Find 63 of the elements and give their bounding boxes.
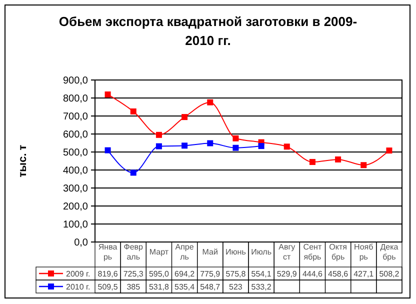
y-tick-label: 200,0 <box>62 202 88 212</box>
y-tick-label: 0,0 <box>74 238 88 248</box>
point <box>156 132 162 138</box>
point <box>309 158 316 165</box>
point <box>130 170 136 176</box>
x-tick-label: Декабрь <box>380 242 399 262</box>
x-tick-label: Май <box>202 248 218 256</box>
point <box>386 148 392 154</box>
x-tick-label: Апрель <box>175 242 194 262</box>
data-label: 533,2 <box>251 282 272 292</box>
point <box>156 143 162 150</box>
point <box>360 162 367 168</box>
y-tick-label: 100,0 <box>62 220 88 230</box>
x-tick-label: Октябрь <box>329 242 347 262</box>
point <box>335 156 342 162</box>
point <box>182 114 188 120</box>
x-tick-label: Июнь <box>226 248 246 256</box>
data-label: 548,7 <box>200 282 221 292</box>
x-tick-label: Август <box>278 242 296 262</box>
data-label: 694,2 <box>174 269 196 278</box>
data-label: 529,9 <box>276 269 298 278</box>
data-label: 575,8 <box>226 269 246 278</box>
y-tick-label: 300,0 <box>62 184 88 194</box>
y-tick-label: 400,0 <box>62 166 88 176</box>
point <box>104 147 111 154</box>
data-label: 535,4 <box>174 282 196 292</box>
point <box>207 99 214 106</box>
data-label: 458,6 <box>328 269 349 278</box>
data-label: 444,6 <box>302 269 324 278</box>
legend-label: 2010 г. <box>66 282 90 292</box>
y-tick-label: 500,0 <box>62 148 88 158</box>
chart-title: Обьем экспорта квадратной заготовки в 2009-2010 гг. <box>58 14 358 48</box>
y-tick-label: 900,0 <box>62 76 88 86</box>
legend-label: 2009 г. <box>66 269 90 278</box>
x-tick-label: Ноябрь <box>354 242 374 262</box>
point <box>232 135 239 142</box>
point <box>182 142 188 149</box>
x-tick-label: Сентябрь <box>303 242 322 262</box>
x-tick-label: Февраль <box>124 242 144 262</box>
point <box>104 91 111 98</box>
data-label: 595,0 <box>148 269 170 278</box>
x-tick-label: Июль <box>251 248 272 256</box>
data-label: 819,6 <box>98 269 118 278</box>
y-tick-label: 800,0 <box>62 94 88 104</box>
point <box>284 144 290 150</box>
point <box>130 108 136 114</box>
data-label: 531,8 <box>148 282 170 292</box>
data-label: 508,2 <box>379 269 400 278</box>
y-tick-label: 700,0 <box>62 112 88 122</box>
data-label: 427,1 <box>354 269 374 278</box>
y-axis-title: тыс. т <box>17 144 29 178</box>
point <box>207 140 214 146</box>
x-tick-label: Март <box>149 248 169 256</box>
point <box>232 144 239 151</box>
point <box>258 143 264 150</box>
data-label: 725,3 <box>123 269 144 278</box>
data-label: 509,5 <box>98 282 118 292</box>
data-label: 554,1 <box>251 269 272 278</box>
x-tick-label: Январь <box>98 242 118 262</box>
data-label: 523 <box>229 282 243 292</box>
y-tick-label: 600,0 <box>62 130 88 140</box>
data-label: 775,9 <box>200 269 221 278</box>
data-label: 385 <box>126 282 141 292</box>
